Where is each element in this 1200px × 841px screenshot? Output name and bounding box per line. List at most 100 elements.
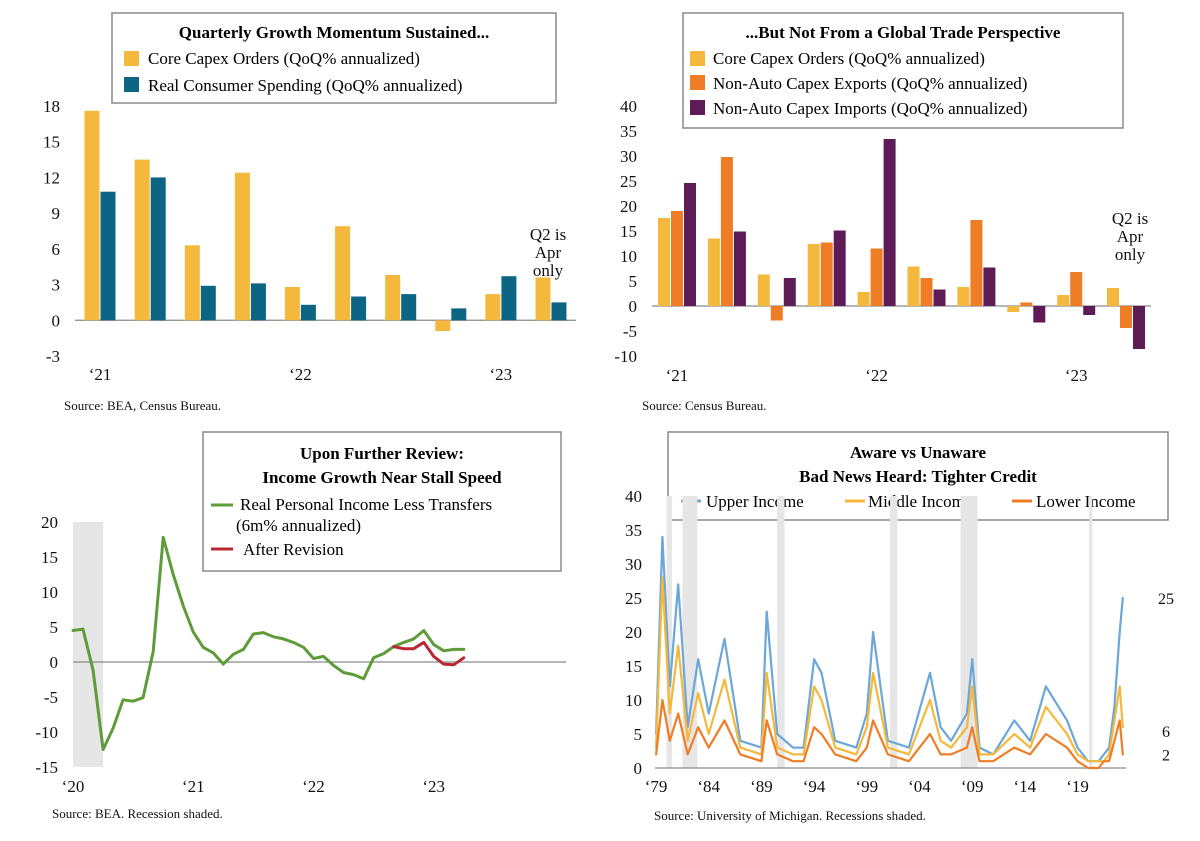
chart3-y-tick-label: 5	[50, 618, 59, 637]
chart4-recession-band	[1089, 496, 1093, 768]
chart4-title-line2: Bad News Heard: Tighter Credit	[799, 467, 1037, 486]
chart3-y-tick-label: -15	[35, 758, 58, 777]
chart2-y-tick-label: 40	[620, 97, 637, 116]
chart3-x-tick-label: ‘21	[182, 777, 205, 796]
chart2-bar-s0-q0	[658, 218, 670, 306]
chart4-x-tick-label: ‘04	[908, 777, 931, 796]
chart2-bar-s0-q7	[1007, 306, 1020, 312]
chart2-bar-s0-q2	[757, 274, 770, 306]
chart1-legend-box: Quarterly Growth Momentum Sustained... C…	[111, 12, 557, 104]
chart2-y-tick-label: 30	[620, 147, 637, 166]
chart4-series-line-2	[654, 698, 1124, 770]
chart2-bar-s1-q2	[770, 306, 783, 321]
chart2-plot: 40 35 30 25 20 15 10 5 0 -5 -10 ‘21 ‘22 ‘23 Q2 isApron…	[614, 97, 1151, 413]
chart4-recession-band	[777, 496, 785, 768]
chart4-source: Source: University of Michigan. Recessio…	[654, 808, 926, 823]
chart2-bar-s2-q8	[1083, 306, 1096, 315]
chart2-y-tick-label: 25	[620, 172, 637, 191]
chart2-annotation: Q2 is	[1112, 209, 1148, 228]
chart2-y-tick-label: 5	[629, 272, 638, 291]
chart4-recession-band	[890, 496, 898, 768]
chart3-plot: 20 15 10 5 0 -5 -10 -15‘20 ‘21 ‘22 ‘23 Source: BEA.…	[35, 513, 566, 821]
chart1-bar-s1-q0	[100, 191, 116, 321]
chart1-bar-s0-q5	[335, 226, 351, 321]
chart2-y-tick-label: 0	[629, 297, 638, 316]
chart2-bar-s2-q2	[783, 278, 796, 306]
chart3-y-tick-label: -5	[44, 688, 58, 707]
chart2-bar-s1-q3	[820, 242, 833, 306]
chart1-y-tick-label: -3	[46, 347, 60, 366]
chart2-bar-s2-q1	[733, 231, 746, 306]
chart2-legend-core-capex: Core Capex Orders (QoQ% annualized)	[713, 49, 985, 68]
chart3-source: Source: BEA. Recession shaded.	[52, 806, 223, 821]
chart2-y-tick-label: 20	[620, 197, 637, 216]
chart1-annotation: Apr	[535, 243, 562, 262]
chart2-bar-s0-q9	[1107, 288, 1119, 306]
chart4-legend-box: Aware vs Unaware Bad News Heard: Tighter…	[667, 431, 1169, 521]
chart2-bar-s0-q1	[707, 238, 720, 306]
chart2-legend-swatch-core-capex	[690, 51, 705, 66]
chart1-x-tick-label: ‘22	[289, 365, 312, 384]
chart1-bar-s1-q4	[300, 304, 316, 321]
chart2-bar-s2-q3	[833, 230, 846, 306]
chart4-x-tick-label: ‘09	[961, 777, 984, 796]
chart2-bar-s1-q8	[1070, 272, 1083, 306]
chart4-end-label: 2	[1162, 747, 1170, 764]
chart1-bar-s1-q1	[150, 177, 166, 321]
chart1-bar-s1-q7	[451, 308, 467, 321]
chart1-bar-s1-q9	[551, 302, 567, 321]
chart2-x-tick-label: ‘21	[666, 366, 689, 385]
chart1-title: Quarterly Growth Momentum Sustained...	[179, 23, 489, 42]
chart4-x-tick-label: ‘19	[1066, 777, 1089, 796]
chart2-bar-s0-q3	[807, 244, 820, 306]
chart3-y-tick-label: -10	[35, 723, 58, 742]
chart4-y-tick-label: 35	[625, 521, 642, 540]
chart2-bar-s1-q0	[671, 211, 683, 306]
chart4-x-tick-label: ‘89	[750, 777, 773, 796]
chart2-bar-s0-q6	[957, 287, 970, 306]
chart2-annotation: only	[1115, 245, 1146, 264]
chart3-series-line-0	[71, 535, 466, 751]
chart1-bar-s0-q8	[485, 294, 501, 321]
chart2-legend-imports: Non-Auto Capex Imports (QoQ% annualized)	[713, 99, 1027, 118]
chart3-y-tick-label: 10	[41, 583, 58, 602]
chart3-x-tick-label: ‘20	[62, 777, 85, 796]
chart1-bar-s1-q2	[200, 285, 216, 321]
chart1-x-tick-label: ‘21	[89, 365, 112, 384]
chart1-x-tick-label: ‘23	[490, 365, 513, 384]
chart4-x-tick-label: ‘84	[697, 777, 720, 796]
chart2-bar-s1-q9	[1120, 306, 1132, 328]
chart4-y-tick-label: 10	[625, 691, 642, 710]
chart4-legend-lower: Lower Income	[1036, 492, 1136, 511]
chart2-y-tick-label: 35	[620, 122, 637, 141]
chart4-series-line-0	[654, 535, 1124, 763]
chart1-bar-s0-q1	[134, 159, 150, 321]
chart1-bar-s0-q2	[184, 245, 200, 321]
chart2-bar-s0-q4	[857, 292, 870, 306]
chart1-y-tick-label: 3	[52, 276, 61, 295]
chart4-title-line1: Aware vs Unaware	[850, 443, 986, 462]
chart4-plot: 40 35 30 25 20 15 10 5 0‘79 ‘84 ‘89 ‘94 ‘99 ‘04 ‘09 ‘14…	[625, 487, 1174, 823]
chart4-x-tick-label: ‘99	[855, 777, 878, 796]
chart3-y-tick-label: 20	[41, 513, 58, 532]
chart2-source: Source: Census Bureau.	[642, 398, 767, 413]
chart2-bar-s1-q7	[1020, 302, 1033, 306]
chart4-x-tick-label: ‘14	[1014, 777, 1037, 796]
chart2-bar-s2-q9	[1133, 306, 1145, 349]
chart4-end-label: 6	[1162, 724, 1170, 741]
chart1-y-tick-label: 0	[52, 311, 61, 330]
chart3-legend-income-line1: Real Personal Income Less Transfers	[240, 495, 492, 514]
chart2-y-tick-label: 15	[620, 222, 637, 241]
chart3-x-tick-label: ‘23	[422, 777, 445, 796]
chart2-legend-exports: Non-Auto Capex Exports (QoQ% annualized)	[713, 74, 1027, 93]
chart3-y-tick-label: 15	[41, 548, 58, 567]
chart4-y-tick-label: 15	[625, 657, 642, 676]
chart1-bar-s0-q0	[84, 110, 100, 321]
chart1-bar-s0-q7	[435, 320, 451, 331]
chart2-y-tick-label: 10	[620, 247, 637, 266]
chart4-y-tick-label: 30	[625, 555, 642, 574]
chart2-bar-s2-q7	[1033, 306, 1046, 323]
chart2-bar-s1-q1	[720, 157, 733, 306]
chart2-bar-s1-q6	[970, 220, 983, 306]
